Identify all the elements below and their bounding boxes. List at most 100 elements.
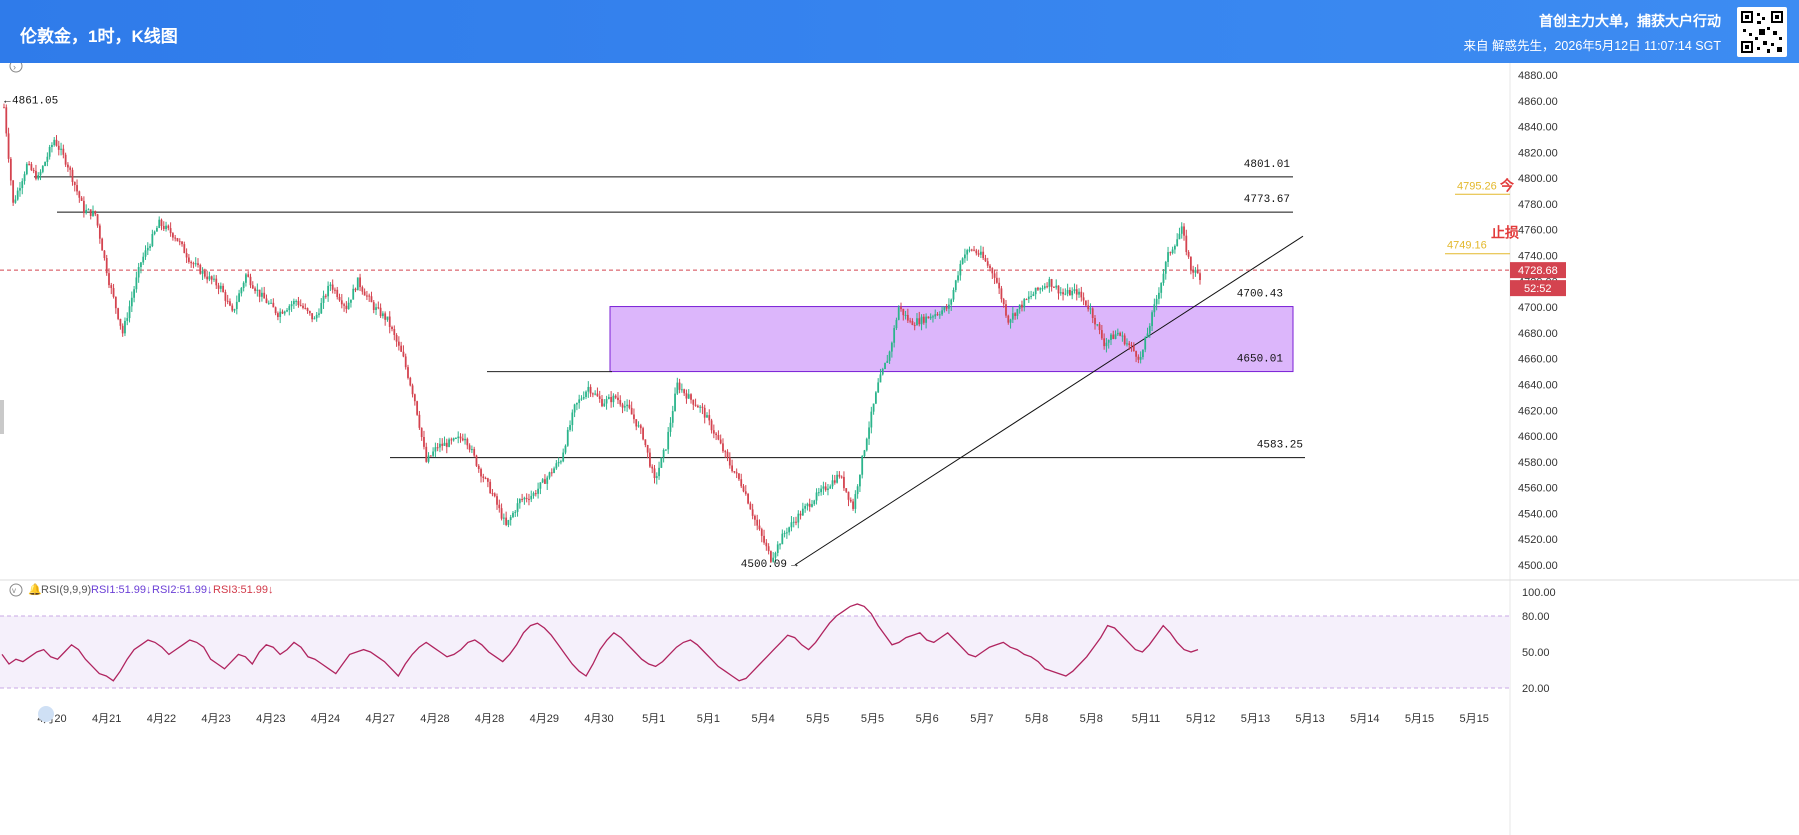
candle-body: [973, 249, 975, 251]
candle-body: [313, 318, 316, 320]
x-tick-label: 5月5: [806, 713, 829, 725]
promo-link[interactable]: 首创主力大单，捕获大户行动: [1539, 13, 1721, 29]
candle-body: [110, 285, 113, 289]
candle-body: [62, 148, 65, 155]
candle-body: [539, 482, 542, 489]
sidebar-collapse-handle[interactable]: [0, 400, 4, 434]
candle-body: [512, 512, 514, 518]
candle-body: [701, 406, 704, 408]
candle-body: [1037, 287, 1039, 290]
candle-body: [505, 517, 508, 525]
candle-body: [112, 288, 115, 297]
candle-body: [1000, 288, 1003, 300]
candle-body: [85, 209, 88, 214]
candle-body: [1199, 273, 1201, 281]
candle-body: [1139, 357, 1142, 360]
candle-body: [877, 382, 880, 393]
candle-body: [272, 302, 275, 308]
candle-body: [742, 486, 745, 492]
candle-body: [32, 170, 35, 172]
candle-body: [630, 407, 633, 415]
candle-body: [480, 469, 482, 477]
candle-body: [767, 546, 770, 552]
candle-body: [998, 282, 1001, 289]
candle-body: [238, 293, 240, 302]
candle-body: [126, 318, 129, 321]
y-tick-label: 4600.00: [1518, 431, 1558, 443]
candle-body: [183, 244, 186, 254]
candle-body: [623, 406, 626, 408]
candle-body: [16, 190, 19, 200]
candle-body: [270, 302, 272, 304]
candle-body: [1050, 279, 1053, 287]
candle-body: [829, 486, 832, 489]
y-tick-label: 4840.00: [1518, 122, 1558, 134]
target-marker-label: 今: [1499, 177, 1514, 193]
candle-body: [176, 238, 179, 242]
candle-body: [541, 479, 544, 483]
candle-body: [970, 249, 973, 251]
rsi-y-tick-label: 50.00: [1522, 647, 1550, 659]
candle-body: [343, 304, 345, 306]
candle-body: [39, 171, 42, 176]
candle-body: [142, 256, 145, 263]
candle-body: [263, 292, 266, 299]
candle-body: [738, 473, 740, 480]
x-tick-label: 4月28: [420, 713, 449, 725]
price-annotation: 4583.25: [1257, 440, 1303, 452]
x-tick-label: 5月15: [1405, 713, 1434, 725]
candle-body: [995, 277, 998, 283]
x-tick-label: 4月27: [366, 713, 395, 725]
candle-body: [913, 325, 916, 327]
candle-body: [28, 163, 31, 165]
candle-body: [484, 477, 487, 479]
candle-body: [943, 306, 946, 311]
candle-body: [251, 285, 254, 289]
candle-body: [710, 420, 713, 431]
x-tick-label: 5月4: [751, 713, 774, 725]
y-tick-label: 4700.00: [1518, 302, 1558, 314]
candle-body: [774, 552, 777, 558]
candle-body: [219, 285, 222, 289]
candle-body: [660, 457, 663, 468]
candle-body: [1082, 297, 1085, 301]
candle-body: [1039, 288, 1042, 290]
x-tick-label: 5月11: [1132, 713, 1161, 725]
arrow-left-icon: ←: [2, 94, 13, 106]
candle-body: [391, 326, 393, 330]
candle-body: [779, 544, 781, 546]
candle-body: [181, 241, 183, 245]
candle-body: [804, 505, 807, 509]
candle-body: [726, 451, 729, 458]
rsi-y-tick-label: 80.00: [1522, 611, 1550, 623]
candle-body: [320, 302, 323, 314]
candle-body: [763, 535, 765, 543]
candle-body: [384, 313, 387, 320]
candle-body: [466, 438, 469, 446]
candle-body: [722, 443, 724, 452]
candle-body: [986, 261, 989, 266]
candle-body: [359, 277, 361, 288]
candle-body: [1128, 343, 1131, 346]
y-tick-label: 4520.00: [1518, 534, 1558, 546]
candle-body: [731, 465, 733, 472]
y-tick-label: 4680.00: [1518, 328, 1558, 340]
candle-body: [416, 401, 419, 415]
candle-body: [151, 234, 154, 247]
candle-body: [865, 438, 868, 451]
candle-body: [94, 210, 97, 215]
candle-body: [172, 233, 174, 238]
candle-body: [911, 321, 914, 326]
aicoin-logo-icon: [38, 706, 54, 722]
candle-body: [352, 288, 355, 300]
candle-body: [1064, 293, 1067, 295]
candle-body: [276, 313, 279, 317]
candle-body: [30, 164, 33, 171]
x-tick-label: 4月29: [530, 713, 559, 725]
x-tick-label: 5月12: [1186, 713, 1215, 725]
candle-body: [108, 273, 110, 286]
candle-body: [993, 273, 996, 278]
candle-body: [160, 219, 163, 226]
candle-body: [578, 399, 581, 403]
x-tick-label: 4月24: [311, 713, 340, 725]
